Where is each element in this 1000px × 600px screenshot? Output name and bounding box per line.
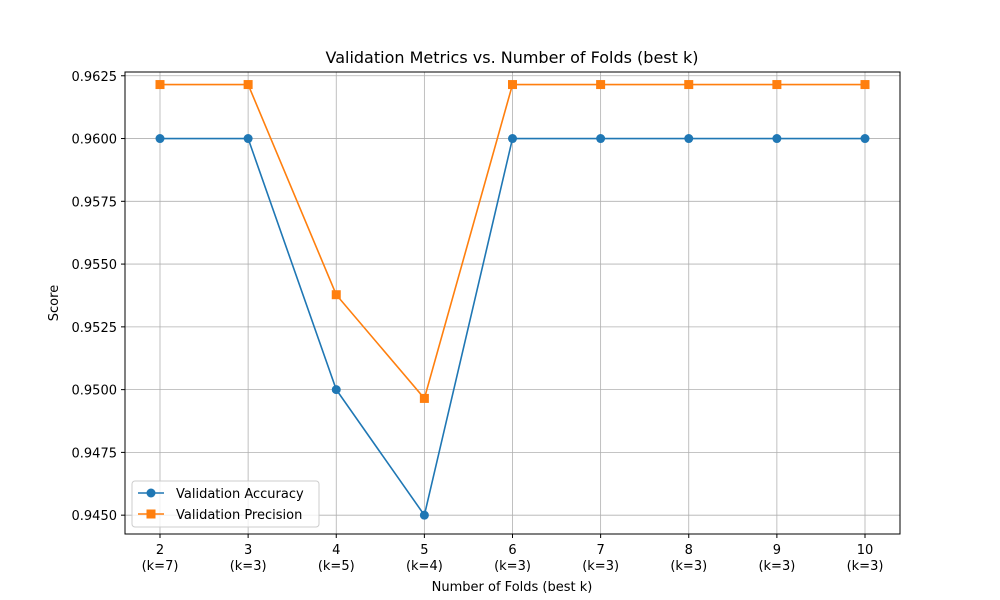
series-1 (155, 134, 870, 520)
data-point (860, 80, 870, 90)
legend-marker (146, 488, 156, 498)
x-tick-sublabel: (k=3) (230, 559, 267, 574)
x-axis: 2(k=7)3(k=3)4(k=5)5(k=4)6(k=3)7(k=3)8(k=… (142, 534, 884, 574)
data-point (155, 80, 165, 90)
y-tick-label: 0.9525 (72, 321, 118, 336)
legend: Validation Accuracy Validation Precision (131, 480, 320, 528)
grid-lines (125, 72, 900, 534)
legend-label: Validation Accuracy (176, 487, 304, 502)
x-tick-label: 6 (508, 543, 516, 558)
x-tick-label: 9 (773, 543, 781, 558)
x-tick-sublabel: (k=3) (758, 559, 795, 574)
x-tick-label: 4 (332, 543, 340, 558)
x-tick-sublabel: (k=3) (847, 559, 884, 574)
y-tick-label: 0.9550 (72, 258, 118, 273)
y-tick-label: 0.9500 (72, 384, 118, 399)
y-tick-label: 0.9450 (72, 509, 118, 524)
x-tick-label: 8 (685, 543, 693, 558)
y-tick-label: 0.9600 (72, 133, 118, 148)
x-tick-label: 2 (156, 543, 164, 558)
legend-box (131, 480, 320, 528)
data-point (596, 80, 606, 90)
data-point (243, 134, 253, 144)
data-point (243, 80, 253, 90)
x-axis-label: Number of Folds (best k) (432, 580, 593, 595)
y-axis: 0.9450 0.9475 0.9500 0.9525 0.9550 0.9575 0.96… (72, 70, 125, 524)
y-axis-label: Score (47, 285, 62, 321)
x-tick-sublabel: (k=3) (494, 559, 531, 574)
data-point (508, 80, 517, 90)
data-point (419, 393, 429, 403)
x-tick-label: 7 (596, 543, 604, 558)
y-tick-label: 0.9575 (72, 195, 118, 210)
data-point (331, 290, 341, 300)
y-tick-label: 0.9475 (72, 446, 118, 461)
x-tick-label: 5 (420, 543, 428, 558)
legend-entry-2: Validation Precision (138, 508, 302, 523)
y-tick-label: 0.9625 (72, 70, 118, 85)
data-point (860, 134, 870, 144)
data-point (596, 134, 606, 144)
series-layer (155, 80, 870, 520)
data-point (684, 134, 694, 144)
data-point (331, 385, 341, 395)
legend-marker (146, 509, 156, 519)
x-tick-label: 3 (244, 543, 252, 558)
x-tick-sublabel: (k=5) (318, 559, 355, 574)
legend-label: Validation Precision (176, 508, 302, 523)
x-tick-sublabel: (k=3) (582, 559, 619, 574)
chart-title: Validation Metrics vs. Number of Folds (… (326, 48, 699, 67)
data-point (772, 80, 782, 90)
data-point (155, 134, 165, 144)
data-point (772, 134, 782, 144)
x-tick-sublabel: (k=7) (142, 559, 179, 574)
x-tick-label: 10 (857, 543, 874, 558)
data-point (684, 80, 694, 90)
x-tick-sublabel: (k=3) (670, 559, 707, 574)
legend-entry-1: Validation Accuracy (138, 487, 304, 502)
x-tick-sublabel: (k=4) (406, 559, 443, 574)
data-point (419, 510, 429, 520)
data-point (508, 134, 517, 144)
series-2 (155, 80, 870, 403)
